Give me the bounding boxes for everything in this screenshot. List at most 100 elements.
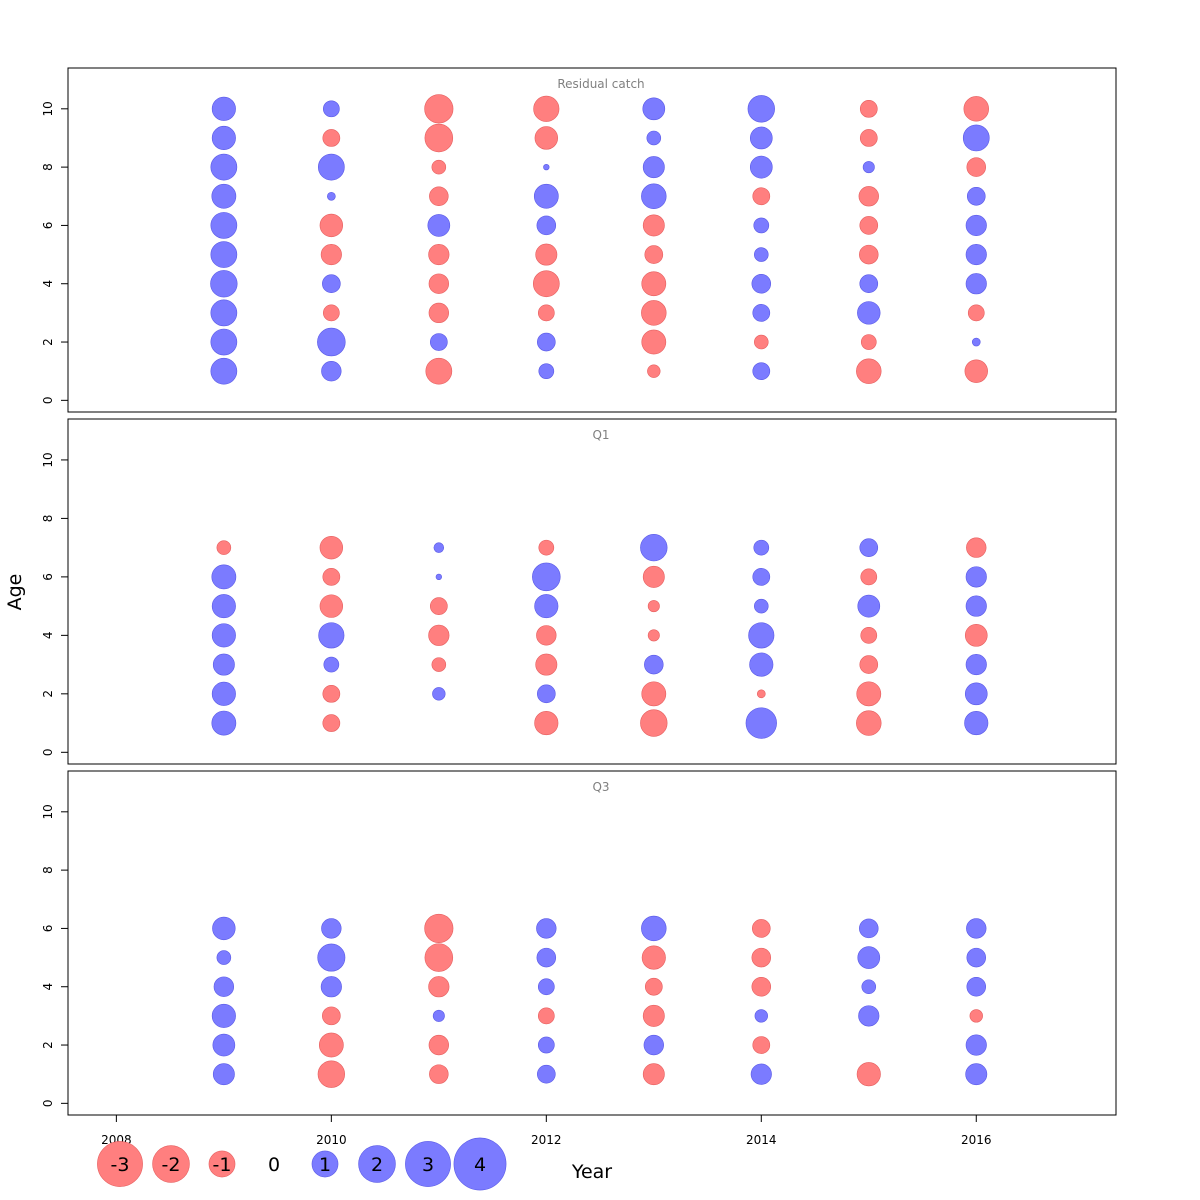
- legend-item: 0: [268, 1154, 280, 1176]
- residual-bubble: [210, 357, 238, 385]
- y-tick-label: 8: [41, 866, 55, 874]
- y-tick-label: 4: [41, 632, 55, 640]
- residual-bubble: [534, 126, 558, 150]
- residual-bubble: [640, 533, 668, 562]
- residual-bubble: [857, 946, 881, 969]
- panel-title: Q3: [592, 780, 609, 794]
- residual-bubble: [318, 622, 345, 649]
- legend-item: 3: [405, 1141, 451, 1187]
- residual-bubble: [642, 565, 665, 588]
- x-tick-label: 2012: [531, 1133, 562, 1147]
- legend-item: 1: [311, 1150, 339, 1178]
- residual-bubble: [640, 709, 668, 737]
- residual-bubble: [534, 594, 559, 619]
- residual-bubble: [971, 337, 981, 347]
- residual-bubble: [858, 1005, 880, 1027]
- residual-bubble: [210, 299, 238, 327]
- residual-bubble: [641, 271, 667, 297]
- residual-bubble: [211, 594, 236, 619]
- residual-bubble: [965, 214, 987, 236]
- residual-bubble: [647, 364, 661, 378]
- legend-label: 1: [319, 1154, 331, 1176]
- residual-bubble: [537, 304, 555, 322]
- residual-bubble: [538, 539, 555, 556]
- residual-bubble: [861, 979, 877, 994]
- residual-bubble: [964, 359, 988, 383]
- residual-bubble: [859, 274, 879, 294]
- residual-bubble: [211, 96, 236, 121]
- residual-bubble: [216, 950, 232, 965]
- residual-bubble: [212, 1063, 235, 1086]
- y-tick-label: 2: [41, 338, 55, 346]
- residual-bubble: [641, 915, 667, 942]
- residual-bubble: [860, 334, 877, 350]
- legend-bubble: [453, 1137, 507, 1191]
- panel-0: Residual catch 0 2 4 6 8 10: [41, 67, 1117, 413]
- legend-label: 3: [422, 1154, 434, 1176]
- residual-bubble: [429, 186, 449, 207]
- residual-bubble: [754, 247, 769, 262]
- residual-bubble: [754, 598, 769, 614]
- legend-item: -3: [97, 1141, 143, 1187]
- residual-bubble: [641, 329, 667, 355]
- residual-bubble: [431, 657, 447, 672]
- residual-bubble: [641, 183, 667, 209]
- residual-bubble: [752, 362, 771, 381]
- y-tick-label: 4: [41, 280, 55, 288]
- residual-bubble: [745, 707, 777, 739]
- legend-bubble: [358, 1145, 396, 1183]
- legend-label: -2: [162, 1154, 181, 1176]
- residual-bubble: [536, 947, 557, 968]
- x-tick-label: 2016: [961, 1133, 992, 1147]
- y-tick-label: 0: [41, 397, 55, 405]
- residual-bubble: [751, 273, 772, 294]
- residual-bubble: [963, 96, 989, 122]
- residual-bubble: [857, 594, 881, 618]
- residual-bubble: [856, 1062, 881, 1087]
- panels: Residual catch 0 2 4 6 8 10 Q1 0 2 4 6 8 10 Q3 0 2 4 6 8 10: [41, 67, 1117, 1116]
- residual-bubble: [856, 681, 882, 707]
- residual-bubble: [534, 711, 559, 736]
- residual-bubble: [424, 94, 454, 124]
- residual-bubble: [859, 538, 879, 557]
- residual-bubble: [856, 710, 882, 736]
- residual-bubble: [212, 1033, 236, 1057]
- residual-bubble: [428, 976, 450, 998]
- residual-bubble: [862, 161, 875, 174]
- residual-bubble: [318, 1032, 344, 1058]
- residual-bubble: [752, 187, 771, 206]
- residual-bubble: [428, 624, 450, 646]
- residual-bubble: [533, 95, 560, 122]
- residual-bubble: [858, 186, 879, 207]
- y-tick-label: 6: [41, 222, 55, 230]
- legend-label: 4: [474, 1154, 486, 1176]
- residual-bubble: [536, 215, 557, 236]
- x-tick-label: 2014: [746, 1133, 777, 1147]
- residual-bubble: [647, 600, 660, 613]
- residual-bubble: [754, 1009, 768, 1023]
- legend-item: 4: [453, 1137, 507, 1191]
- residual-bubble: [748, 622, 775, 649]
- y-tick-label: 10: [41, 452, 55, 467]
- residual-bubble: [322, 568, 341, 586]
- residual-bubble: [431, 159, 447, 175]
- residual-bubble: [965, 566, 987, 588]
- residual-bubble: [321, 361, 342, 382]
- residual-bubble: [644, 977, 663, 996]
- residual-bubble: [432, 687, 446, 701]
- residual-bubble: [642, 1063, 665, 1086]
- y-tick-label: 8: [41, 163, 55, 171]
- residual-bubble: [537, 1007, 555, 1025]
- x-axis: 2008 2010 2012 2014 2016: [101, 1114, 992, 1147]
- residual-bubble: [212, 916, 236, 941]
- residual-bubble: [532, 562, 561, 592]
- residual-bubble: [966, 537, 987, 558]
- residual-bubble: [642, 1004, 665, 1027]
- residual-bubble: [319, 535, 344, 560]
- residual-bubble: [424, 123, 454, 153]
- residual-bubble: [642, 156, 665, 179]
- residual-bubble: [859, 216, 879, 235]
- residual-bubble: [428, 244, 450, 266]
- residual-bubble: [962, 124, 990, 152]
- residual-bubble: [213, 976, 235, 997]
